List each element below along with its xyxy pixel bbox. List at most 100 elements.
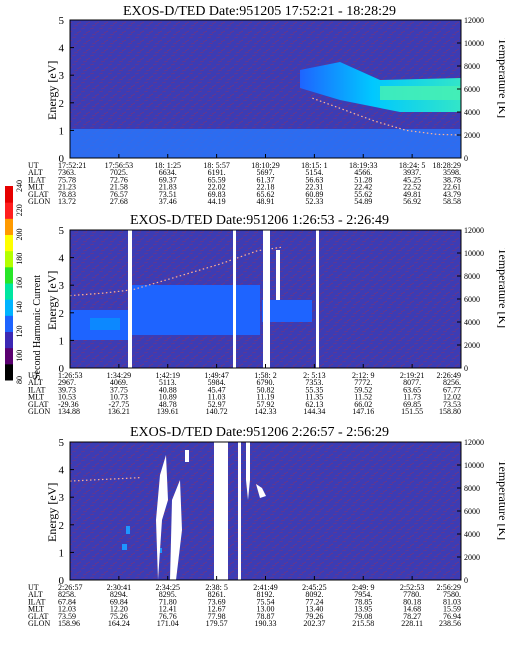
ephemeris-cell: 2:12: 9 xyxy=(352,371,374,380)
ephemeris-cell: 77.98 xyxy=(208,612,226,621)
colorbar-tick-label: 80 xyxy=(15,376,24,384)
y2-tick-label: 4000 xyxy=(464,108,480,117)
colorbar-tick-label: 160 xyxy=(15,277,24,289)
ephemeris-cell: 81.03 xyxy=(443,597,461,606)
ephemeris-cell: 11.03 xyxy=(208,393,226,402)
ephemeris-cell: 65.59 xyxy=(208,175,226,184)
ephemeris-cell: 2: 5:13 xyxy=(303,371,325,380)
ephemeris-cell: 6191. xyxy=(208,168,226,177)
panel-3-ephemeris-table: UT 2:26:57 2:30:41 2:34:25 2:38: 5 2:41:49 2:4… xyxy=(28,583,461,628)
ephemeris-cell: 10.73 xyxy=(110,393,128,402)
ephemeris-cell: 22.52 xyxy=(403,183,421,192)
ephemeris-row-label: GLAT xyxy=(28,400,49,409)
ephemeris-cell: 69.37 xyxy=(159,175,177,184)
ephemeris-cell: 17:52:21 xyxy=(58,161,86,170)
ephemeris-row-label: ALT xyxy=(28,378,43,387)
ephemeris-cell: 5984. xyxy=(208,378,226,387)
ephemeris-cell: 18:15: 1 xyxy=(301,161,327,170)
ephemeris-row-label: GLON xyxy=(28,407,50,416)
ephemeris-cell: 147.16 xyxy=(352,407,374,416)
ephemeris-cell: 140.72 xyxy=(206,407,228,416)
y2-tick-label: 8000 xyxy=(464,272,480,281)
y2-tick-label: 4000 xyxy=(464,318,480,327)
ephemeris-cell: 18:24: 5 xyxy=(399,161,425,170)
ephemeris-cell: 56.92 xyxy=(403,197,421,206)
ephemeris-cell: -27.75 xyxy=(109,400,130,409)
ephemeris-cell: 59.52 xyxy=(354,385,372,394)
ephemeris-cell: 6634. xyxy=(159,168,177,177)
colorbar-label: Second Harmonic Current xyxy=(32,275,43,380)
y-tick-label: 1 xyxy=(59,335,65,347)
y2-tick-label: 8000 xyxy=(464,62,480,71)
ephemeris-cell: 65.62 xyxy=(257,190,275,199)
panel-3-ylabel: Energy [eV] xyxy=(45,483,59,542)
panel-3-title: EXOS-D/TED Date:951206 2:26:57 - 2:56:29 xyxy=(130,425,389,440)
ephemeris-cell: 164.24 xyxy=(108,619,130,628)
colorbar-ticks: 80 100 120 140 160 180 200 220 240 xyxy=(15,180,24,384)
ephemeris-row-label: ALT xyxy=(28,590,43,599)
ephemeris-cell: 12.67 xyxy=(208,605,226,614)
ephemeris-cell: 69.84 xyxy=(110,597,128,606)
y2-tick-label: 6000 xyxy=(464,507,480,516)
ephemeris-cell: 73.59 xyxy=(58,612,76,621)
ephemeris-cell: 179.57 xyxy=(206,619,228,628)
ephemeris-cell: 1:34:29 xyxy=(107,371,131,380)
ephemeris-cell: 80.18 xyxy=(403,597,421,606)
ephemeris-cell: 228.11 xyxy=(401,619,423,628)
ephemeris-cell: 73.51 xyxy=(159,190,177,199)
colorbar-tick-label: 220 xyxy=(15,204,24,216)
colorbar-swatch xyxy=(5,363,13,381)
y-tick-label: 0 xyxy=(59,575,65,587)
colorbar-swatch xyxy=(5,347,13,365)
ephemeris-cell: 2:45:25 xyxy=(302,583,326,592)
y2-tick-label: 0 xyxy=(464,154,468,163)
ephemeris-cell: 73.53 xyxy=(443,400,461,409)
y-tick-label: 3 xyxy=(59,492,65,504)
panel-2-gap-3 xyxy=(263,230,270,368)
ephemeris-cell: 56.63 xyxy=(305,175,323,184)
ephemeris-cell: 15.59 xyxy=(443,605,461,614)
ephemeris-cell: 13.72 xyxy=(58,197,76,206)
ephemeris-cell: 51.28 xyxy=(354,175,372,184)
colorbar-tick-label: 180 xyxy=(15,253,24,265)
ephemeris-cell: 45.47 xyxy=(208,385,226,394)
ephemeris-cell: 2:34:25 xyxy=(156,583,180,592)
panel-1-y2label: Temperature [K] xyxy=(496,38,505,118)
y-tick-label: 5 xyxy=(59,15,65,27)
ephemeris-cell: 18:19:33 xyxy=(349,161,377,170)
panel-1-title: EXOS-D/TED Date:951205 17:52:21 - 18:28:… xyxy=(123,4,396,19)
ephemeris-cell: 2:56:29 xyxy=(437,583,461,592)
ephemeris-cell: 7772. xyxy=(354,378,372,387)
y-tick-label: 5 xyxy=(59,225,65,237)
ephemeris-cell: 21.58 xyxy=(110,183,128,192)
ephemeris-row-label: UT xyxy=(28,583,39,592)
y2-tick-label: 12000 xyxy=(464,438,484,447)
colorbar-tick-label: 100 xyxy=(15,350,24,362)
ephemeris-cell: 52.33 xyxy=(305,197,323,206)
ephemeris-cell: 1:26:53 xyxy=(58,371,82,380)
ephemeris-cell: 57.92 xyxy=(257,400,275,409)
ephemeris-cell: 45.25 xyxy=(403,175,421,184)
ephemeris-cell: 2:26:49 xyxy=(437,371,461,380)
ephemeris-cell: 13.00 xyxy=(257,605,275,614)
y-tick-label: 4 xyxy=(59,253,65,265)
colorbar-tick-label: 140 xyxy=(15,301,24,313)
panel-2-gap-1 xyxy=(128,230,132,368)
ephemeris-cell: 27.68 xyxy=(110,197,128,206)
ephemeris-cell: 7580. xyxy=(443,590,461,599)
panel-3-blue-spot-3 xyxy=(158,548,162,553)
ephemeris-cell: 238.56 xyxy=(439,619,461,628)
ephemeris-cell: 3937. xyxy=(403,168,421,177)
ephemeris-cell: 8092. xyxy=(305,590,323,599)
colorbar-swatch xyxy=(5,250,13,268)
ephemeris-cell: 71.80 xyxy=(159,597,177,606)
ephemeris-cell: 2:30:41 xyxy=(107,583,131,592)
ephemeris-cell: 21.23 xyxy=(58,183,76,192)
panel-1-axes: 0 1 2 3 4 5 0 2000 4000 6000 8000 10000 12000 xyxy=(59,15,485,165)
ephemeris-row-label: MLT xyxy=(28,605,44,614)
ephemeris-cell: 2:19:21 xyxy=(400,371,424,380)
panel-3-gap-2 xyxy=(170,480,182,580)
ephemeris-cell: 7353. xyxy=(305,378,323,387)
panel-2-title: EXOS-D/TED Date:951206 1:26:53 - 2:26:49 xyxy=(130,213,389,228)
ephemeris-cell: 60.89 xyxy=(305,190,323,199)
